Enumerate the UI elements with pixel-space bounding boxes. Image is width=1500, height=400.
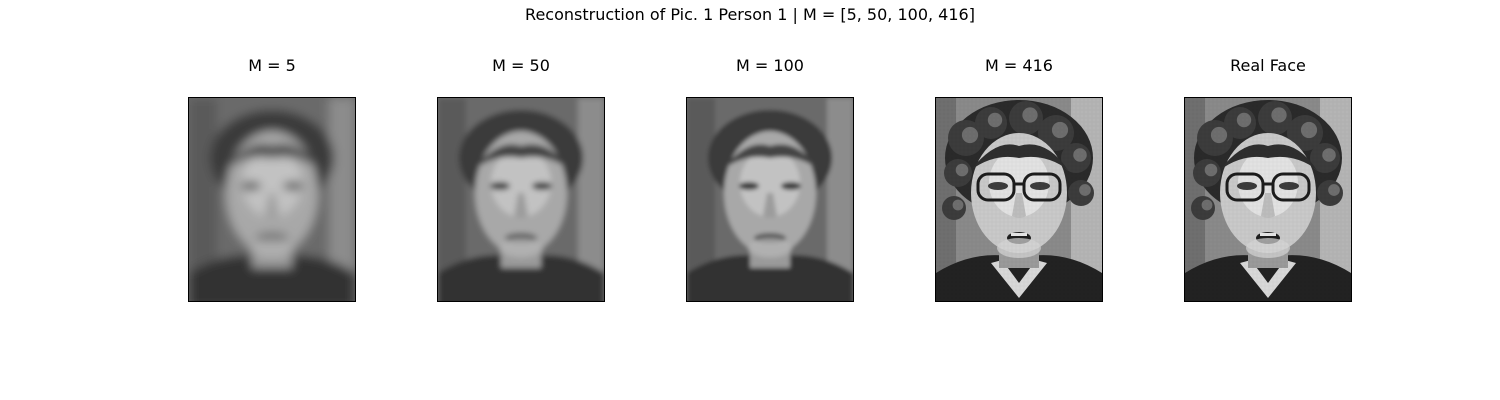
face-image xyxy=(686,97,854,302)
panel-title: M = 5 xyxy=(248,56,296,75)
face-render xyxy=(438,98,604,301)
panel-real-face: Real Face xyxy=(1184,0,1352,400)
face-render xyxy=(687,98,853,301)
panel-m416: M = 416 xyxy=(935,0,1103,400)
panel-m50: M = 50 xyxy=(437,0,605,400)
face-image xyxy=(188,97,356,302)
face-image xyxy=(437,97,605,302)
panel-title: M = 50 xyxy=(492,56,550,75)
panel-m5: M = 5 xyxy=(188,0,356,400)
face-image xyxy=(1184,97,1352,302)
panel-title: Real Face xyxy=(1230,56,1306,75)
face-image xyxy=(935,97,1103,302)
face-render xyxy=(189,98,355,301)
figure-title: Reconstruction of Pic. 1 Person 1 | M = … xyxy=(525,5,975,24)
face-render xyxy=(936,98,1102,301)
panel-m100: M = 100 xyxy=(686,0,854,400)
face-render xyxy=(1185,98,1351,301)
panel-title: M = 100 xyxy=(736,56,804,75)
panel-title: M = 416 xyxy=(985,56,1053,75)
